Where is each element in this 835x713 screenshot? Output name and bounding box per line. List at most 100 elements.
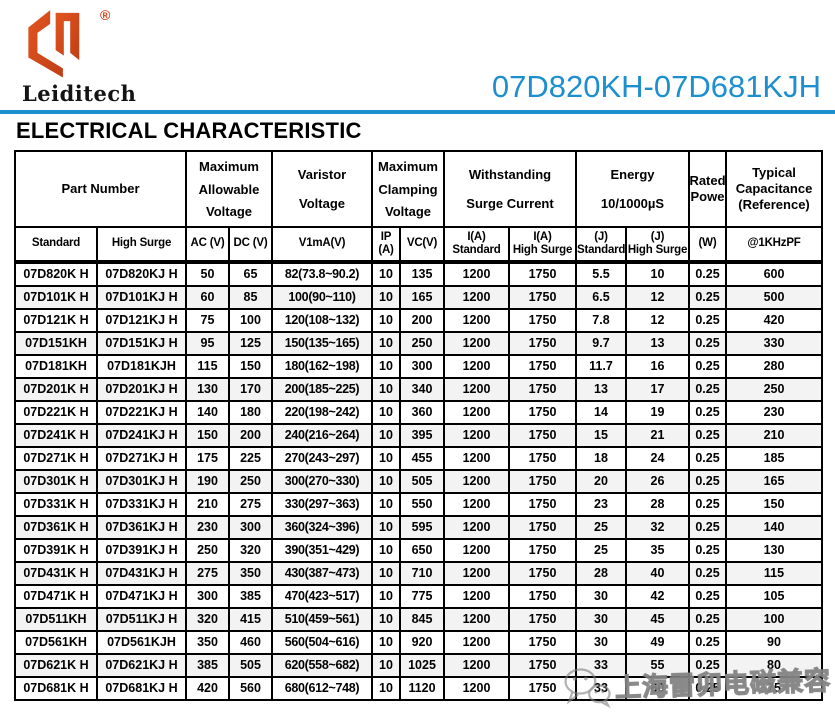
table-cell: 1750 [508, 584, 577, 609]
table-row: 07D471K H 07D471KJ H 300 385 470(423~517) 10 7… [14, 584, 823, 609]
table-cell: 350 [185, 630, 230, 655]
company-logo: ® Leiditech [22, 5, 142, 106]
registered-trademark-icon: ® [100, 7, 111, 23]
table-cell: 1120 [399, 676, 445, 701]
page-header: ® Leiditech 07D820KH-07D681KJH [0, 0, 835, 110]
table-cell: 230 [185, 515, 230, 540]
table-cell: 165 [399, 285, 445, 310]
table-cell: 65 [228, 261, 273, 287]
table-cell: 07D681K H [14, 676, 98, 701]
table-cell: 07D561KH [14, 630, 98, 655]
table-cell: 45 [625, 607, 690, 632]
table-row: 07D201K H 07D201KJ H 130 170 200(185~225) 10 3… [14, 377, 823, 402]
table-cell: 30 [575, 607, 627, 632]
table-cell: 80 [725, 653, 823, 678]
table-cell: 0.25 [688, 377, 727, 402]
table-cell: 150 [725, 492, 823, 517]
table-cell: 07D511KJ H [96, 607, 187, 632]
table-cell: 120(108~132) [271, 308, 373, 333]
table-cell: 07D820K H [14, 261, 98, 287]
table-cell: 10 [371, 423, 401, 448]
table-cell: 17 [625, 377, 690, 402]
table-row: 07D301K H 07D301KJ H 190 250 300(270~330) 10 5… [14, 469, 823, 494]
table-cell: 300 [399, 354, 445, 379]
table-cell: 10 [625, 261, 690, 287]
table-row: 07D221K H 07D221KJ H 140 180 220(198~242) 10 3… [14, 400, 823, 425]
table-cell: 385 [185, 653, 230, 678]
group-header-row: Part Number Maximum Allowable Voltage Va… [14, 150, 823, 228]
col-standard: Standard [14, 226, 98, 264]
table-cell: 1200 [443, 469, 510, 494]
table-cell: 10 [371, 469, 401, 494]
table-cell: 12 [625, 308, 690, 333]
table-cell: 550 [399, 492, 445, 517]
table-cell: 360(324~396) [271, 515, 373, 540]
table-cell: 10 [371, 584, 401, 609]
table-cell: 11.7 [575, 354, 627, 379]
table-cell: 13 [625, 331, 690, 356]
table-cell: 130 [185, 377, 230, 402]
table-cell: 1750 [508, 261, 577, 287]
table-cell: 100 [228, 308, 273, 333]
table-cell: 07D431K H [14, 561, 98, 586]
table-cell: 100(90~110) [271, 285, 373, 310]
table-cell: 07D221K H [14, 400, 98, 425]
table-cell: 600 [725, 261, 823, 287]
table-cell: 07D241KJ H [96, 423, 187, 448]
table-row: 07D241K H 07D241KJ H 150 200 240(216~264) 10 3… [14, 423, 823, 448]
table-cell: 320 [185, 607, 230, 632]
leiditech-logo-icon [28, 10, 80, 78]
col-group-rated-power: Rated Powe [688, 150, 727, 228]
table-cell: 50 [185, 261, 230, 287]
table-cell: 320 [228, 538, 273, 563]
table-cell: 190 [185, 469, 230, 494]
table-cell: 60 [185, 285, 230, 310]
table-cell: 55 [625, 653, 690, 678]
table-cell: 1750 [508, 515, 577, 540]
table-cell: 200 [228, 423, 273, 448]
table-cell: 135 [399, 261, 445, 287]
table-cell: 920 [399, 630, 445, 655]
col-group-part-number: Part Number [14, 150, 187, 228]
table-cell: 1025 [399, 653, 445, 678]
table-cell: 845 [399, 607, 445, 632]
col-group-withstanding-surge-current: Withstanding Surge Current [443, 150, 577, 228]
table-cell: 07D101KJ H [96, 285, 187, 310]
table-cell: 170 [228, 377, 273, 402]
table-cell: 710 [399, 561, 445, 586]
table-cell: 0.25 [688, 515, 727, 540]
table-cell: 1750 [508, 400, 577, 425]
table-cell: 26 [625, 469, 690, 494]
col-group-max-allowable-voltage: Maximum Allowable Voltage [185, 150, 273, 228]
table-cell: 5.5 [575, 261, 627, 287]
table-cell: 1200 [443, 538, 510, 563]
table-cell: 0.25 [688, 400, 727, 425]
table-cell: 75 [185, 308, 230, 333]
table-cell: 24 [625, 446, 690, 471]
table-cell: 07D201KJ H [96, 377, 187, 402]
table-row: 07D561KH 07D561KJH 350 460 560(504~616) 10 920… [14, 630, 823, 655]
table-row: 07D431K H 07D431KJ H 275 350 430(387~473) 10 7… [14, 561, 823, 586]
table-cell: 105 [725, 584, 823, 609]
table-cell: 420 [185, 676, 230, 701]
table-cell: 1750 [508, 561, 577, 586]
table-cell: 1750 [508, 285, 577, 310]
table-cell: 0.25 [688, 584, 727, 609]
header-divider [0, 110, 835, 114]
table-cell: 150 [228, 354, 273, 379]
table-cell: 10 [371, 561, 401, 586]
table-row: 07D331K H 07D331KJ H 210 275 330(297~363) 10 5… [14, 492, 823, 517]
table-cell: 07D361KJ H [96, 515, 187, 540]
table-cell: 100 [725, 607, 823, 632]
table-cell: 10 [371, 653, 401, 678]
table-cell: 0.25 [688, 492, 727, 517]
table-cell: 330 [725, 331, 823, 356]
table-cell: 1750 [508, 446, 577, 471]
table-cell: 07D511KH [14, 607, 98, 632]
table-cell: 680(612~748) [271, 676, 373, 701]
table-cell: 07D361K H [14, 515, 98, 540]
table-cell: 185 [725, 446, 823, 471]
table-cell: 1200 [443, 400, 510, 425]
table-cell: 0.25 [688, 285, 727, 310]
table-cell: 07D151KJ H [96, 331, 187, 356]
